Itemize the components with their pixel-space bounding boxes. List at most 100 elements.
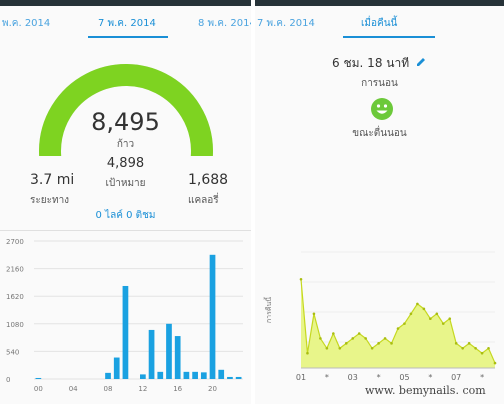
data-point — [357, 332, 361, 335]
sleep-duration-row: 6 ชม. 18 นาที — [255, 54, 504, 73]
data-point — [441, 322, 445, 325]
data-point — [454, 342, 458, 345]
data-point — [325, 346, 329, 350]
y-tick-label: 0 — [6, 376, 10, 384]
x-tick-label: 07 — [451, 373, 461, 382]
sleep-screen: 7 พ.ค. 2014 เมื่อคืนนี้ 6 ชม. 18 นาที กา… — [255, 0, 504, 404]
x-tick-label: 05 — [399, 373, 409, 382]
tab-last-night[interactable]: เมื่อคืนนี้ — [361, 18, 398, 29]
data-point — [332, 332, 335, 335]
y-tick-label: 2700 — [6, 238, 24, 246]
x-tick-label: * — [325, 373, 329, 382]
data-point — [467, 342, 471, 345]
distance-label: ระยะทาง — [30, 195, 70, 206]
edit-pencil-icon[interactable] — [415, 56, 427, 68]
data-point — [403, 322, 406, 325]
x-tick-label: 20 — [208, 385, 217, 393]
x-tick-label: * — [480, 373, 484, 382]
likes-comments-link[interactable]: 0 ไลค์ 0 ติชม — [95, 210, 156, 221]
y-tick-label: 2160 — [6, 266, 24, 274]
tab-prev-day[interactable]: 7 พ.ค. 2014 — [257, 18, 315, 29]
x-tick-label: 16 — [173, 385, 182, 393]
data-point — [487, 346, 490, 350]
watermark: www. bemynails. com — [365, 384, 486, 397]
date-tabs: 7 พ.ค. 2014 เมื่อคืนนี้ — [255, 6, 504, 40]
data-point — [480, 351, 484, 355]
bar — [148, 329, 155, 379]
goal-value: 4,898 — [106, 156, 145, 171]
data-point — [299, 277, 303, 281]
active-tab-indicator — [343, 36, 435, 38]
calories-label: แคลอรี่ — [188, 195, 219, 206]
status-bar — [255, 0, 504, 6]
y-tick-label: 1620 — [6, 293, 24, 301]
sleep-label: การนอน — [361, 78, 398, 89]
data-point — [351, 337, 355, 340]
y-tick-label: 1080 — [6, 321, 24, 329]
sleep-area — [301, 279, 495, 368]
sleep-duration: 6 ชม. 18 นาที — [332, 56, 410, 70]
data-point — [377, 342, 380, 345]
data-point — [448, 317, 452, 320]
data-point — [474, 346, 477, 350]
gauge-fill — [39, 64, 213, 156]
section-divider — [0, 230, 251, 231]
bar — [227, 376, 233, 379]
sleep-chart: การคืนนี้ 01 * 03 * 05 * 07 * — [262, 251, 497, 382]
tab-next-day[interactable]: 8 พ.ค. 2014 — [198, 18, 251, 29]
data-point — [370, 346, 374, 350]
tab-current-day[interactable]: 7 พ.ค. 2014 — [98, 18, 156, 29]
data-point — [338, 346, 342, 350]
bar — [200, 372, 207, 379]
steps-gauge — [39, 64, 213, 156]
data-point — [422, 307, 426, 311]
data-point — [312, 312, 316, 316]
bar — [192, 371, 198, 379]
screen-divider — [251, 0, 255, 404]
steps-screen: พ.ค. 2014 7 พ.ค. 2014 8 พ.ค. 2014 8,495 … — [0, 0, 251, 404]
data-point — [461, 346, 464, 350]
data-point — [429, 317, 432, 320]
date-tabs: พ.ค. 2014 7 พ.ค. 2014 8 พ.ค. 2014 — [0, 6, 251, 40]
data-point — [383, 337, 387, 340]
mood-label: ขณะตื่นนอน — [352, 128, 407, 139]
data-point — [493, 361, 497, 365]
data-point — [390, 342, 393, 345]
x-tick-label: * — [428, 373, 432, 382]
data-point — [364, 337, 367, 340]
bar — [35, 377, 42, 379]
bar — [140, 374, 146, 379]
y-tick-label: 540 — [6, 348, 19, 356]
data-point — [396, 327, 400, 330]
x-tick-label: * — [377, 373, 381, 382]
bar — [218, 369, 225, 379]
data-point — [306, 351, 309, 355]
x-tick-label: 03 — [348, 373, 358, 382]
x-tick-label: 08 — [104, 385, 113, 393]
data-point — [319, 337, 322, 340]
bar — [166, 323, 172, 379]
bar — [105, 372, 111, 379]
active-tab-indicator — [88, 36, 168, 38]
data-point — [435, 312, 439, 316]
bar — [183, 371, 190, 379]
bar — [209, 254, 216, 379]
status-bar — [0, 0, 251, 6]
data-point — [409, 312, 413, 316]
bar — [235, 376, 242, 379]
data-point — [344, 342, 348, 345]
goal-label: เป้าหมาย — [105, 178, 146, 189]
steps-unit: ก้าว — [116, 139, 135, 150]
y-axis-label: การคืนนี้ — [262, 296, 273, 323]
x-tick-label: 12 — [138, 385, 147, 393]
tab-prev-day[interactable]: พ.ค. 2014 — [2, 18, 51, 29]
distance-value: 3.7 mi — [30, 172, 75, 188]
bar — [157, 371, 164, 379]
bar — [122, 285, 129, 379]
x-tick-label: 01 — [296, 373, 306, 382]
bar — [113, 357, 120, 379]
data-point — [416, 302, 419, 306]
smile-icon[interactable] — [371, 98, 393, 120]
x-tick-label: 00 — [34, 385, 43, 393]
